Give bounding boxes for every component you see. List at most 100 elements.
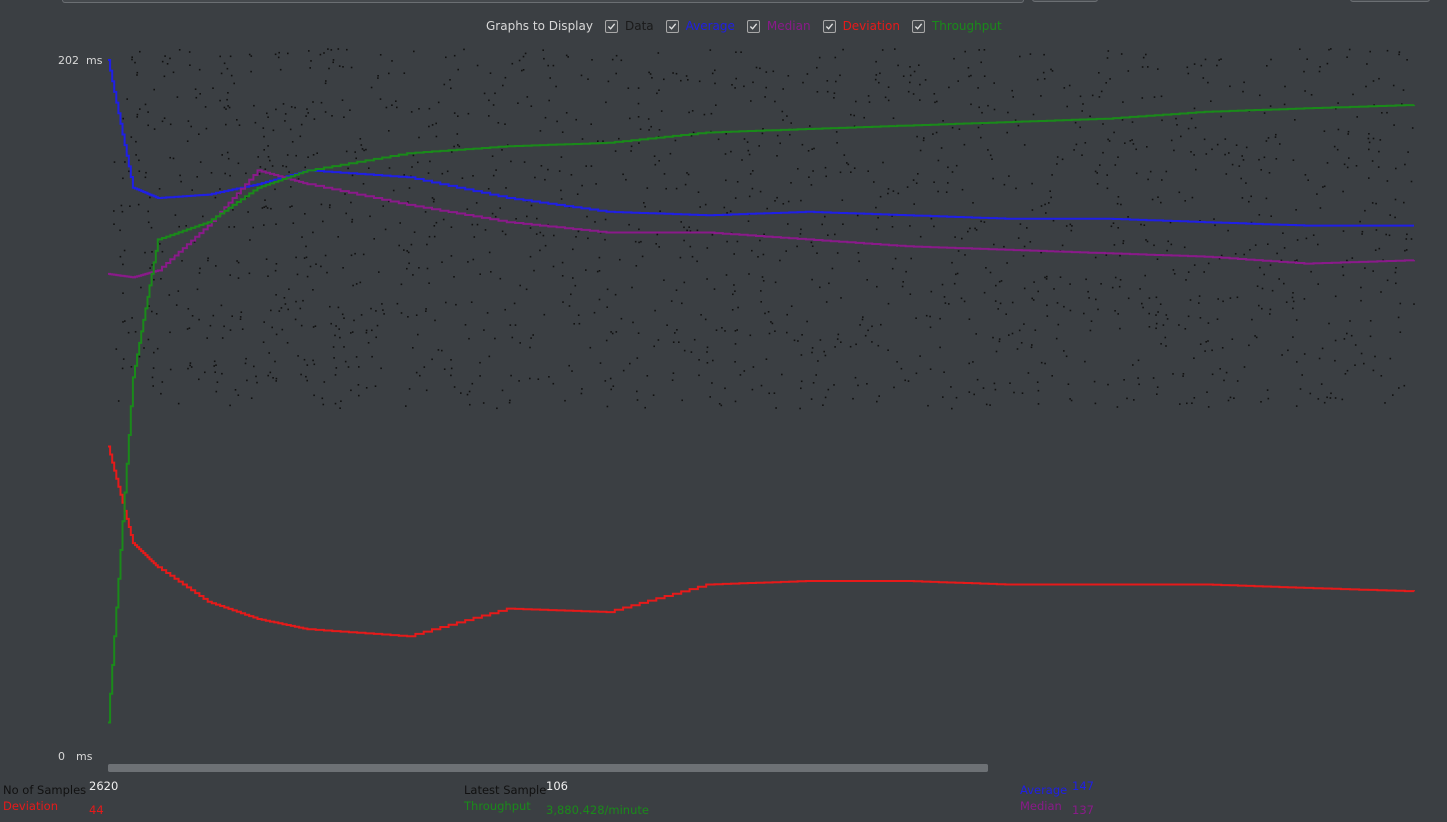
data-point <box>653 155 656 157</box>
legend-item-data[interactable]: Data <box>604 19 654 33</box>
legend-item-throughput[interactable]: Throughput <box>911 19 1002 33</box>
data-point <box>433 198 435 201</box>
data-point <box>1254 244 1257 246</box>
data-point <box>307 156 309 158</box>
checkbox-average[interactable] <box>665 19 679 33</box>
data-point <box>219 99 221 102</box>
data-point <box>693 338 696 341</box>
data-point <box>1003 183 1006 186</box>
data-point <box>352 284 354 287</box>
data-point <box>552 265 555 268</box>
data-point <box>733 253 735 255</box>
data-point <box>1270 215 1272 217</box>
data-point <box>138 159 140 162</box>
data-point <box>993 108 996 111</box>
graph-scrollbar-thumb[interactable] <box>108 764 988 772</box>
data-point <box>160 392 162 395</box>
data-point <box>852 397 854 400</box>
checkbox-data[interactable] <box>604 19 618 33</box>
data-point <box>853 167 856 169</box>
data-point <box>151 376 154 379</box>
data-point <box>1385 233 1387 236</box>
latest-sample-label: Latest Sample <box>464 783 547 797</box>
data-point <box>1011 332 1014 335</box>
top-text-field[interactable] <box>62 0 1024 3</box>
data-point <box>774 200 776 202</box>
data-point <box>629 362 631 365</box>
data-point <box>1233 397 1235 399</box>
data-point <box>1051 174 1053 176</box>
data-point <box>144 103 147 106</box>
data-point <box>244 362 247 365</box>
checkbox-throughput[interactable] <box>911 19 925 33</box>
data-point <box>759 67 761 70</box>
legend-item-deviation[interactable]: Deviation <box>822 19 900 33</box>
data-point <box>361 148 364 150</box>
data-point <box>765 358 768 360</box>
data-point <box>1375 229 1378 231</box>
legend-item-average[interactable]: Average <box>665 19 735 33</box>
data-point <box>229 404 231 407</box>
data-point <box>187 120 190 122</box>
data-point <box>441 261 443 263</box>
data-point <box>842 48 844 51</box>
data-point <box>816 91 819 93</box>
checkbox-median[interactable] <box>746 19 760 33</box>
data-point <box>278 310 281 312</box>
graph-scrollbar[interactable] <box>108 764 988 772</box>
data-point <box>743 370 746 372</box>
data-point <box>1271 289 1274 292</box>
data-point <box>1067 383 1070 385</box>
data-point <box>725 133 727 135</box>
data-point <box>1218 257 1221 260</box>
data-point <box>374 385 377 387</box>
data-point <box>153 351 155 354</box>
data-point <box>875 206 877 209</box>
data-point <box>919 355 921 357</box>
data-point <box>1117 313 1119 315</box>
data-point <box>1091 94 1094 97</box>
data-point <box>529 227 532 229</box>
checkbox-deviation[interactable] <box>822 19 836 33</box>
data-point <box>140 286 142 289</box>
data-point <box>1373 104 1375 106</box>
data-point <box>135 154 137 156</box>
data-point <box>475 202 478 204</box>
data-point <box>649 73 652 75</box>
data-point <box>643 202 645 204</box>
data-point <box>658 129 661 131</box>
data-point <box>199 93 201 95</box>
data-point <box>196 288 199 291</box>
data-point <box>1107 50 1110 52</box>
data-point <box>1397 316 1400 319</box>
data-point <box>209 324 212 327</box>
data-point <box>501 389 504 392</box>
data-point <box>450 367 453 370</box>
data-point <box>185 225 187 227</box>
data-point <box>344 193 346 195</box>
data-point <box>561 131 564 133</box>
data-point <box>522 55 525 58</box>
data-point <box>495 169 497 171</box>
data-point <box>1282 232 1284 234</box>
data-point <box>580 74 583 77</box>
data-point <box>679 256 682 259</box>
data-point <box>1153 96 1156 98</box>
data-point <box>1211 373 1214 376</box>
data-point <box>1395 267 1397 269</box>
data-point <box>867 95 870 97</box>
legend-item-median[interactable]: Median <box>746 19 811 33</box>
data-point <box>407 316 409 318</box>
data-point <box>1042 71 1045 74</box>
data-point <box>1368 148 1370 151</box>
data-point <box>344 360 347 363</box>
data-point <box>237 261 240 264</box>
data-point <box>472 175 474 177</box>
data-point <box>1129 140 1132 142</box>
data-point <box>676 329 678 331</box>
data-point <box>368 167 370 169</box>
data-point <box>1040 95 1042 97</box>
data-point <box>598 298 601 301</box>
data-point <box>774 100 776 103</box>
data-point <box>775 407 777 409</box>
